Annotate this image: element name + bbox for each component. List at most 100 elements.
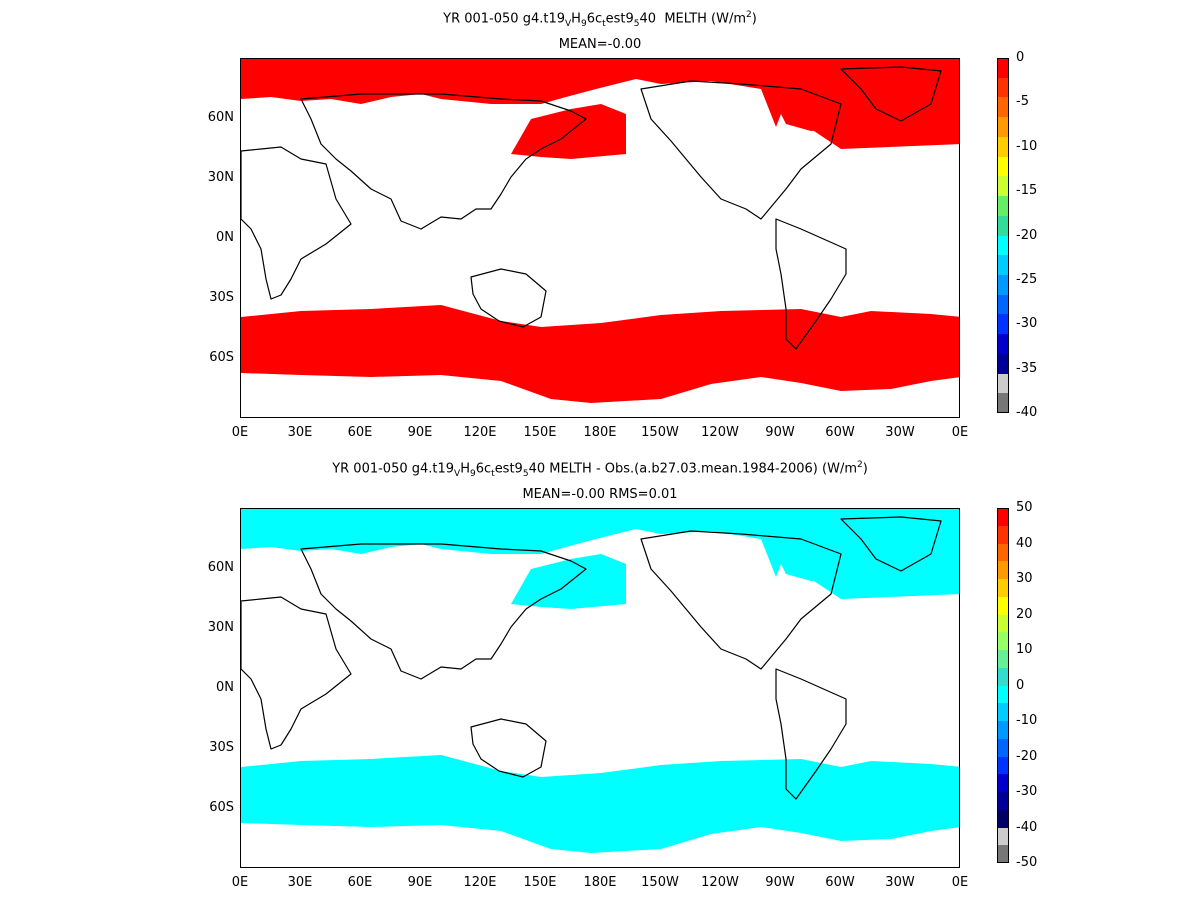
- colorbar-segment: [997, 543, 1009, 562]
- coastline: [840, 516, 942, 572]
- longitude-label: 180E: [583, 875, 617, 890]
- longitude-label: 150W: [641, 425, 679, 440]
- colorbar-segment: [997, 334, 1009, 355]
- latitude-label: 60S: [209, 350, 234, 365]
- colorbar-segment: [997, 703, 1009, 722]
- colorbar-tick-label: 20: [1016, 606, 1033, 622]
- colorbar-segment: [997, 614, 1009, 633]
- sea-ice-melt-region: [241, 59, 959, 149]
- sea-ice-melt-region: [776, 549, 841, 581]
- longitude-label: 90W: [765, 425, 795, 440]
- longitude-label: 150E: [523, 875, 557, 890]
- latitude-label: 0N: [216, 680, 234, 695]
- colorbar-segment: [997, 632, 1009, 651]
- colorbar-segment: [997, 756, 1009, 775]
- colorbar-segment: [997, 136, 1009, 157]
- colorbar-segment: [997, 508, 1009, 526]
- longitude-label: 0E: [231, 425, 249, 440]
- colorbar-segment: [997, 685, 1009, 704]
- latitude-label: 30S: [209, 290, 234, 305]
- colorbar-segment: [997, 738, 1009, 757]
- longitude-label: 90E: [407, 425, 433, 440]
- latitude-label: 60N: [207, 560, 234, 575]
- colorbar-segment: [997, 294, 1009, 315]
- colorbar-tick-label: -20: [1016, 748, 1038, 764]
- coastline: [241, 596, 352, 750]
- colorbar-tick-label: -10: [1016, 713, 1038, 728]
- longitude-label: 120E: [463, 875, 497, 890]
- colorbar-segment: [997, 809, 1009, 828]
- colorbar-segment: [997, 255, 1009, 276]
- coastline: [470, 718, 547, 778]
- longitude-label: 90W: [765, 875, 795, 890]
- colorbar-segment: [997, 845, 1009, 864]
- colorbar-segment: [997, 667, 1009, 686]
- colorbar-segment: [997, 77, 1009, 98]
- colorbar-segment: [997, 650, 1009, 668]
- colorbar-tick-label: -25: [1016, 271, 1038, 287]
- sea-ice-melt-region: [511, 554, 626, 609]
- longitude-label: 90E: [407, 875, 433, 890]
- latitude-label: 0N: [216, 230, 234, 245]
- colorbar-segment: [997, 97, 1009, 118]
- panel-subtitle: MEAN=-0.00 RMS=0.01: [522, 487, 678, 502]
- coastline: [775, 668, 847, 800]
- colorbar-segment: [997, 827, 1009, 846]
- longitude-label: 0E: [951, 875, 969, 890]
- coastline: [300, 93, 587, 230]
- colorbar-tick-label: -10: [1016, 138, 1038, 154]
- colorbar-tick-label: -30: [1016, 316, 1038, 332]
- colorbar-segment: [997, 792, 1009, 810]
- colorbar-tick-label: 30: [1016, 571, 1033, 586]
- longitude-label: 120E: [463, 425, 497, 440]
- sea-ice-melt-region: [241, 755, 959, 853]
- colorbar-segment: [997, 117, 1009, 138]
- colorbar-segment: [997, 373, 1009, 394]
- longitude-label: 30W: [885, 875, 915, 890]
- longitude-label: 30E: [287, 875, 313, 890]
- colorbar-segment: [997, 579, 1009, 597]
- sea-ice-melt-region: [241, 509, 959, 599]
- longitude-label: 0E: [951, 425, 969, 440]
- colorbar-segment: [997, 774, 1009, 793]
- longitude-label: 30E: [287, 425, 313, 440]
- panel-title: YR 001-050 g4.t19VH96ctest9540 MELTH - O…: [332, 460, 868, 479]
- colorbar-tick-label: -40: [1016, 819, 1038, 835]
- longitude-label: 60E: [347, 875, 373, 890]
- colorbar-segment: [997, 596, 1009, 615]
- colorbar-segment: [997, 525, 1009, 544]
- colorbar-tick-label: -15: [1016, 183, 1038, 199]
- panel-title: YR 001-050 g4.t19VH96ctest9540 MELTH (W/…: [443, 10, 757, 29]
- colorbar-segment: [997, 314, 1009, 335]
- world-map: [240, 508, 960, 868]
- colorbar-tick-label: 10: [1016, 642, 1033, 657]
- colorbar-segment: [997, 215, 1009, 236]
- longitude-label: 30W: [885, 425, 915, 440]
- longitude-label: 180E: [583, 425, 617, 440]
- colorbar-tick-label: 50: [1016, 500, 1033, 515]
- longitude-label: 60W: [825, 875, 855, 890]
- sea-ice-melt-region: [241, 305, 959, 403]
- latitude-label: 60N: [207, 110, 234, 125]
- colorbar-segment: [997, 235, 1009, 256]
- panel-subtitle: MEAN=-0.00: [558, 37, 642, 52]
- colorbar-tick-label: 0: [1016, 677, 1025, 693]
- colorbar-segment: [997, 393, 1009, 414]
- latitude-label: 30S: [209, 740, 234, 755]
- coastline: [775, 218, 847, 350]
- longitude-label: 0E: [231, 875, 249, 890]
- latitude-label: 30N: [207, 170, 234, 185]
- colorbar-tick-label: -5: [1016, 94, 1029, 110]
- colorbar-tick-label: 0: [1016, 50, 1025, 65]
- sea-ice-melt-region: [511, 104, 626, 159]
- coastline: [640, 530, 842, 670]
- longitude-label: 120W: [701, 875, 739, 890]
- colorbar-segment: [997, 58, 1009, 78]
- colorbar-segment: [997, 274, 1009, 295]
- coastline: [241, 146, 352, 300]
- colorbar-tick-label: -50: [1016, 855, 1038, 870]
- colorbar-tick-label: -20: [1016, 227, 1038, 243]
- colorbar-segment: [997, 353, 1009, 374]
- longitude-label: 60W: [825, 425, 855, 440]
- map-panel-melth-minus-obs: YR 001-050 g4.t19VH96ctest9540 MELTH - O…: [0, 450, 1200, 900]
